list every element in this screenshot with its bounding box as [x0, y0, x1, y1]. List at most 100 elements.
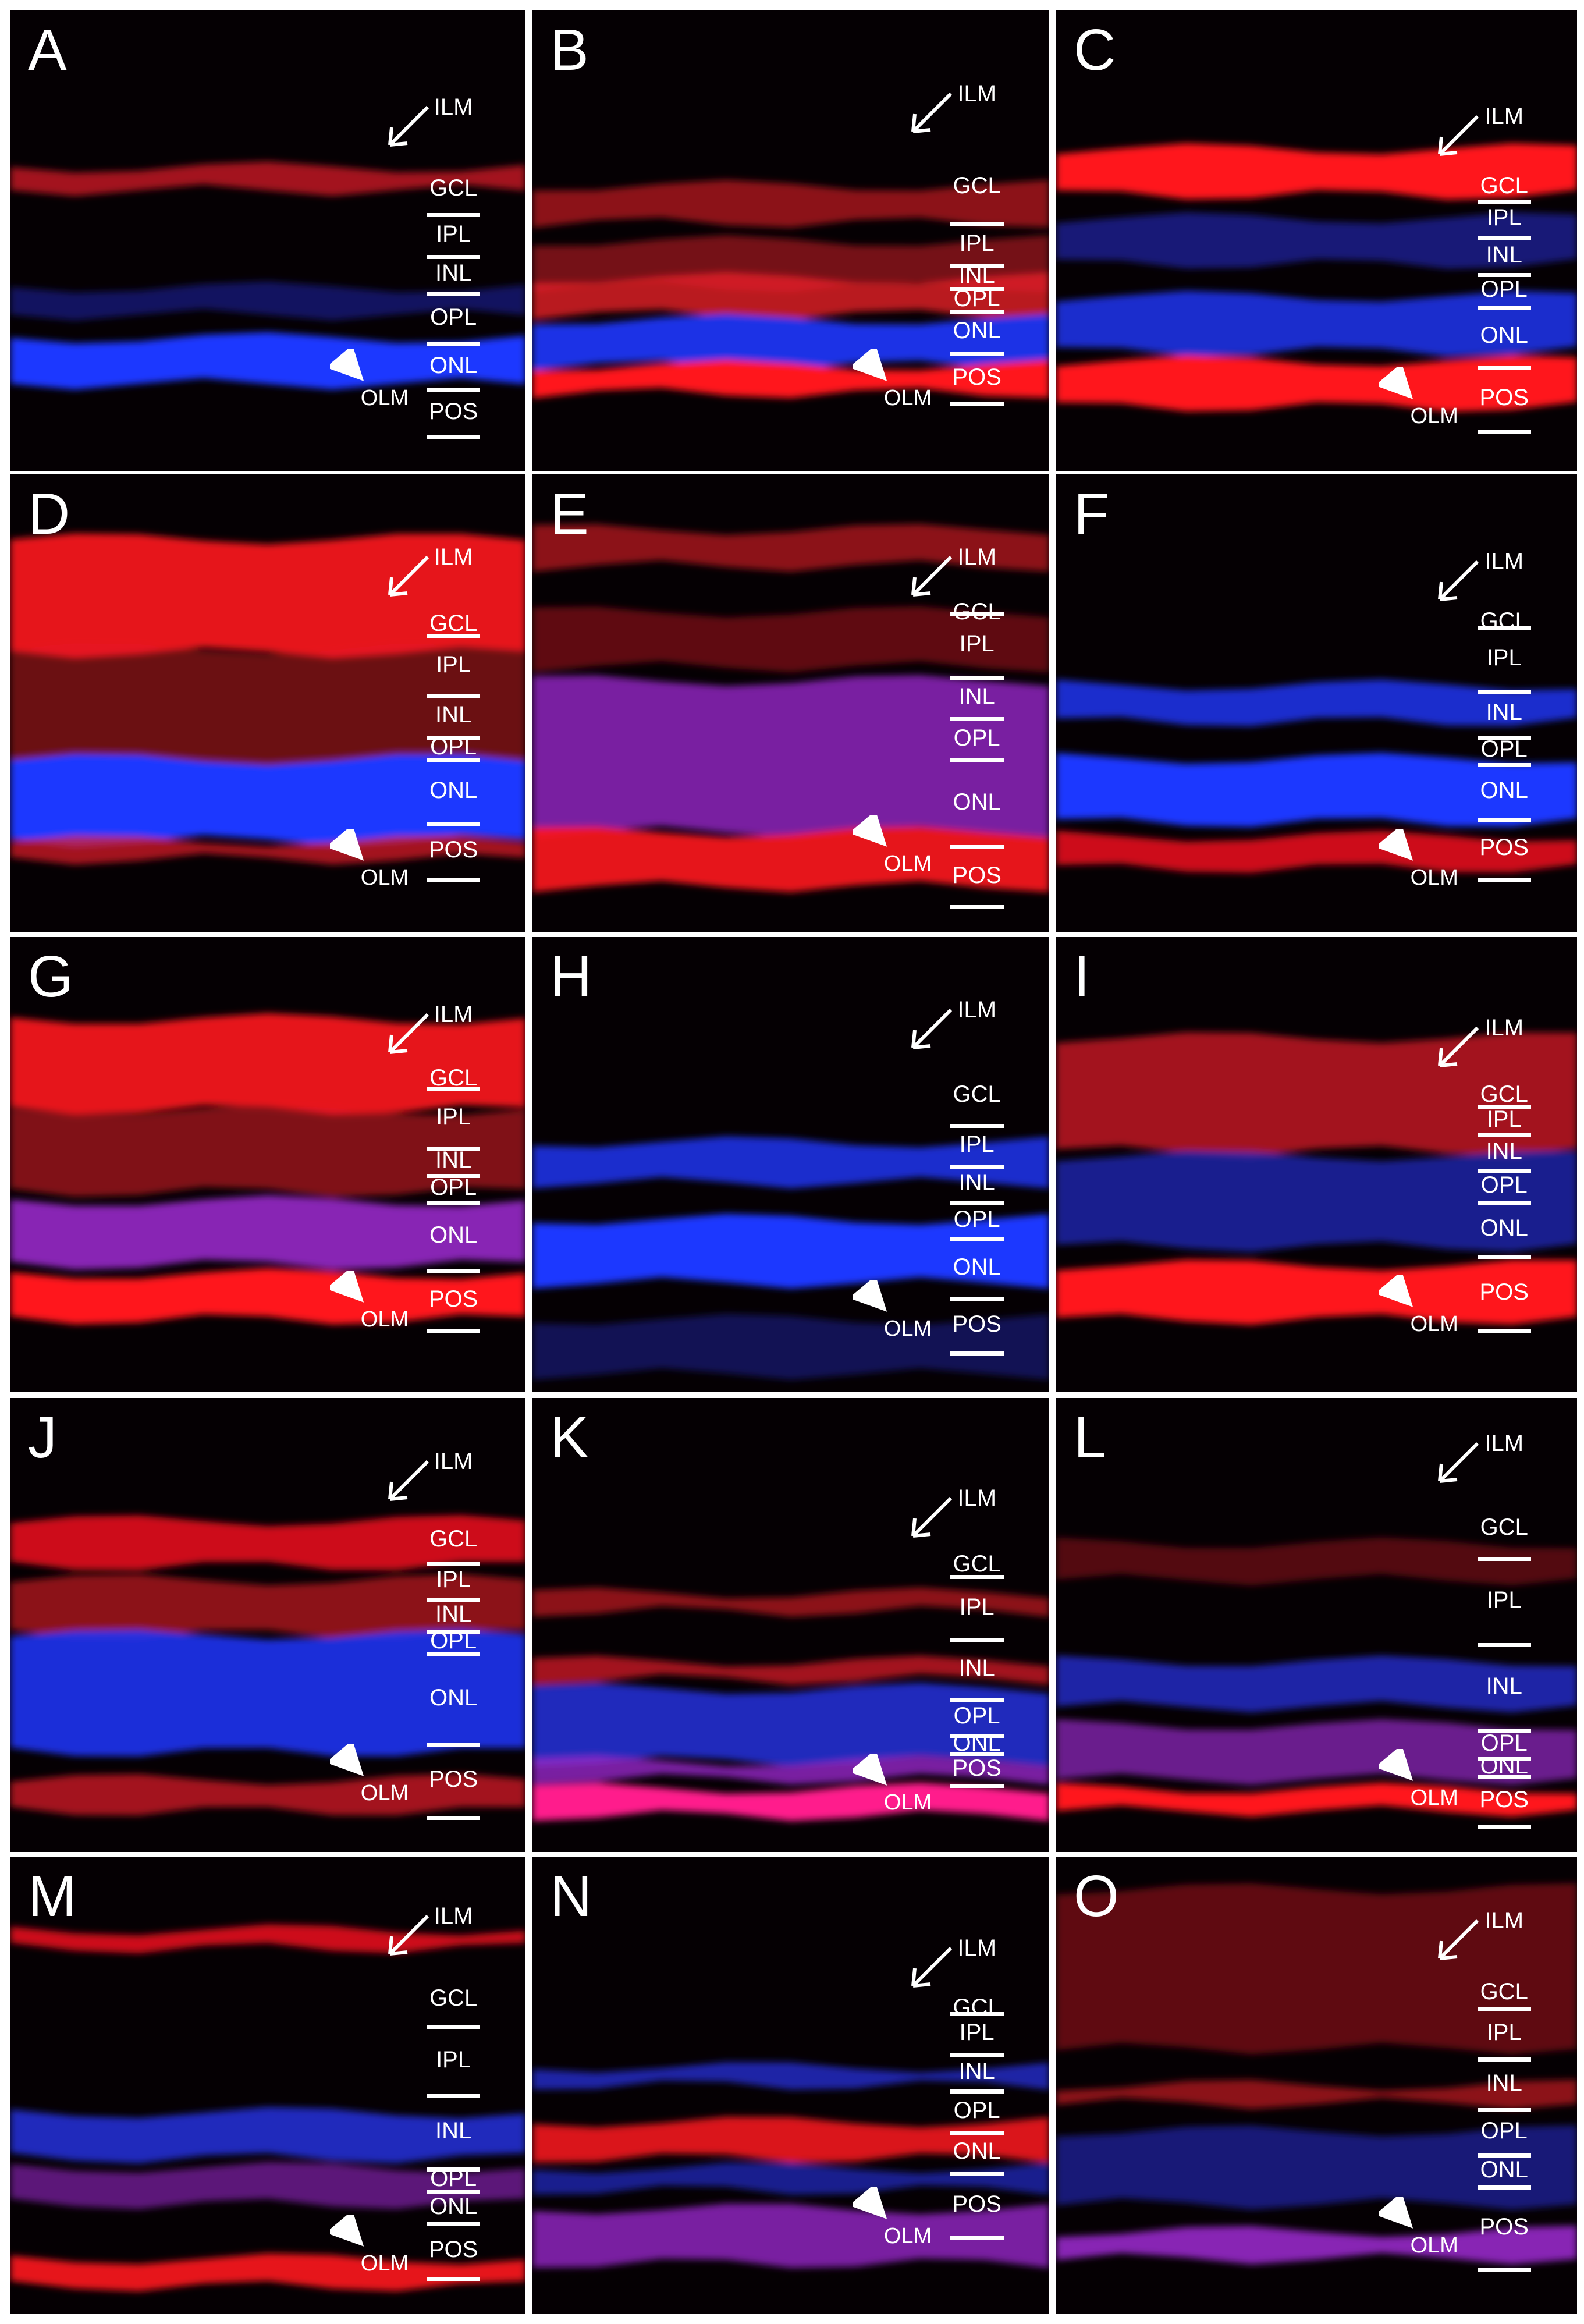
layer-label-onl: ONL — [429, 352, 478, 378]
layer-divider — [1477, 625, 1531, 630]
olm-arrowhead-icon — [853, 2187, 887, 2219]
layer-label-pos: POS — [952, 1755, 1001, 1781]
layer-divider — [950, 758, 1004, 762]
layer-label-ilm: ILM — [1484, 548, 1524, 574]
layer-label-opl: OPL — [1480, 2118, 1528, 2144]
layer-divider — [950, 310, 1004, 314]
layer-divider — [1477, 762, 1531, 767]
panel-letter: B — [550, 17, 589, 83]
panel-letter: I — [1074, 944, 1090, 1009]
layer-divider — [427, 1743, 481, 1747]
olm-label: OLM — [883, 2224, 932, 2248]
layer-label-gcl: GCL — [429, 175, 478, 201]
layer-divider — [1477, 2268, 1531, 2272]
layer-divider — [1477, 735, 1531, 740]
layer-divider — [950, 612, 1004, 616]
layer-label-gcl: GCL — [429, 610, 478, 636]
olm-arrowhead-icon — [853, 1753, 887, 1786]
olm-label: OLM — [1410, 1786, 1458, 1810]
ilm-arrow-icon — [388, 1914, 429, 1956]
layer-label-ilm: ILM — [1484, 1015, 1524, 1041]
micrograph-panel-h: H ILM GCL IPL INL OPL ONL POS OLM — [532, 937, 1049, 1392]
olm-arrowhead-icon — [329, 1744, 364, 1776]
olm-label: OLM — [883, 385, 932, 410]
panel-letter: J — [28, 1405, 57, 1470]
layer-divider — [1477, 365, 1531, 370]
olm-label: OLM — [1410, 1312, 1458, 1337]
layer-label-gcl: GCL — [429, 1065, 478, 1091]
layer-label-inl: INL — [435, 702, 472, 728]
layer-label-pos: POS — [952, 2191, 1001, 2217]
layer-label-inl: INL — [435, 1147, 472, 1173]
layer-divider — [427, 2094, 481, 2099]
ilm-arrow-icon — [1438, 115, 1479, 157]
retina-section-image — [532, 2062, 1049, 2268]
layer-divider — [1477, 2007, 1531, 2012]
layer-label-inl: INL — [435, 2118, 472, 2144]
ilm-arrow-icon — [388, 1013, 429, 1054]
olm-label: OLM — [360, 385, 409, 410]
layer-label-onl: ONL — [429, 1222, 478, 1248]
layer-label-onl: ONL — [1480, 2156, 1528, 2183]
layer-divider — [427, 1815, 481, 1820]
layer-label-onl: ONL — [1480, 1215, 1528, 1241]
olm-label: OLM — [1410, 2233, 1458, 2258]
layer-divider — [1477, 305, 1531, 310]
panel-letter: N — [550, 1864, 592, 1929]
micrograph-panel-o: O ILM GCL IPL INL OPL ONL POS OLM — [1056, 1857, 1577, 2314]
layer-label-onl: ONL — [953, 2138, 1001, 2165]
layer-label-pos: POS — [952, 862, 1001, 888]
layer-label-pos: POS — [428, 1766, 478, 1793]
layer-divider — [427, 1173, 481, 1178]
retina-section-image — [532, 524, 1049, 893]
layer-label-ilm: ILM — [434, 94, 473, 120]
panel-letter: A — [28, 17, 67, 83]
layer-label-gcl: GCL — [429, 1985, 478, 2011]
layer-label-inl: INL — [958, 2058, 995, 2084]
olm-label: OLM — [883, 1790, 932, 1815]
layer-label-ilm: ILM — [434, 544, 473, 570]
layer-divider — [427, 758, 481, 762]
olm-arrowhead-icon — [853, 1280, 887, 1312]
layer-label-onl: ONL — [429, 778, 478, 804]
olm-arrowhead-icon — [1379, 1275, 1413, 1308]
layer-divider — [950, 845, 1004, 850]
layer-label-inl: INL — [1486, 700, 1522, 726]
layer-divider — [1477, 273, 1531, 278]
layer-divider — [1477, 2057, 1531, 2062]
layer-divider — [950, 1734, 1004, 1738]
layer-label-ilm: ILM — [957, 1485, 997, 1511]
retina-section-image — [10, 533, 525, 865]
olm-arrowhead-icon — [1379, 828, 1413, 861]
layer-divider — [950, 1697, 1004, 1702]
layer-divider — [950, 1165, 1004, 1169]
layer-divider — [1477, 1255, 1531, 1260]
layer-divider — [1477, 1201, 1531, 1205]
layer-label-ilm: ILM — [434, 1449, 473, 1475]
layer-divider — [950, 2053, 1004, 2057]
layer-label-ipl: IPL — [1486, 1106, 1522, 1132]
layer-label-pos: POS — [428, 2237, 478, 2263]
micrograph-panel-e: EILMGCLIPLINLOPLONLPOSOLM — [532, 474, 1049, 932]
olm-label: OLM — [1410, 404, 1458, 429]
layer-divider — [950, 1752, 1004, 1757]
olm-label: OLM — [1410, 865, 1458, 890]
olm-arrowhead-icon — [1379, 2196, 1413, 2229]
layer-label-opl: OPL — [953, 2097, 1000, 2123]
layer-label-ipl: IPL — [1486, 1587, 1522, 1613]
olm-label: OLM — [360, 1307, 409, 1332]
layer-label-onl: ONL — [953, 1254, 1001, 1280]
olm-label: OLM — [360, 2251, 409, 2276]
micrograph-panel-n: N ILM GCL IPL INL OPL ONL POS OLM — [532, 1857, 1049, 2314]
layer-label-opl: OPL — [1480, 1730, 1528, 1756]
layer-divider — [1477, 877, 1531, 882]
layer-divider — [1477, 1775, 1531, 1779]
retina-section-image — [10, 161, 525, 390]
layer-divider — [950, 352, 1004, 356]
layer-label-gcl: GCL — [953, 172, 1001, 198]
micrograph-panel-f: F ILM GCL IPL INL OPL ONL POS OLM — [1056, 474, 1577, 932]
layer-divider — [950, 264, 1004, 268]
layer-label-opl: OPL — [953, 1206, 1000, 1232]
micrograph-panel-b: B ILM GCL IPL INL OPL ONL POS OLM — [532, 10, 1049, 471]
